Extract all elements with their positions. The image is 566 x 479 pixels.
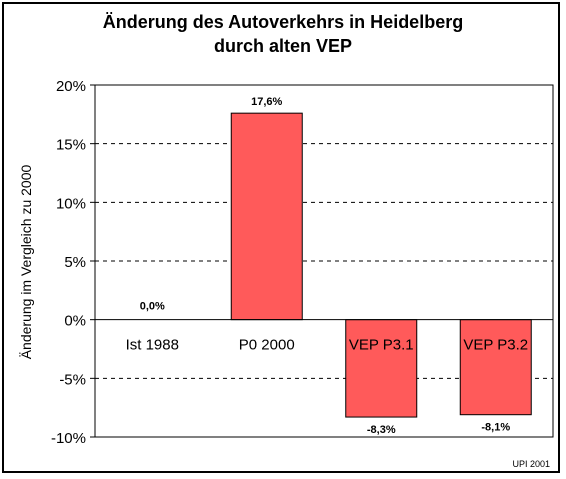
x-tick-label: VEP P3.1 (349, 337, 414, 354)
bar (230, 112, 303, 321)
y-tick-label: 15% (56, 137, 86, 154)
chart-subtitle: durch alten VEP (213, 36, 353, 56)
x-tick-label: VEP P3.2 (463, 337, 528, 354)
y-tick-label: -10% (51, 430, 86, 447)
y-tick-label: 5% (64, 254, 86, 271)
data-label: -8,3% (367, 424, 396, 436)
data-label: -8,1% (481, 422, 510, 434)
source-note: UPI 2001 (512, 459, 550, 469)
bar (345, 319, 418, 418)
y-tick-label: 0% (64, 313, 86, 330)
bar (459, 319, 532, 416)
data-label: 0,0% (140, 301, 165, 313)
chart-title: Änderung des Autoverkehrs in Heidelberg (102, 12, 464, 32)
x-tick-label: P0 2000 (239, 337, 295, 354)
x-tick-label: Ist 1988 (126, 337, 179, 354)
y-tick-label: 20% (56, 78, 86, 95)
y-tick-label: 10% (56, 195, 86, 212)
data-label: 17,6% (251, 96, 282, 108)
y-tick-label: -5% (59, 371, 86, 388)
